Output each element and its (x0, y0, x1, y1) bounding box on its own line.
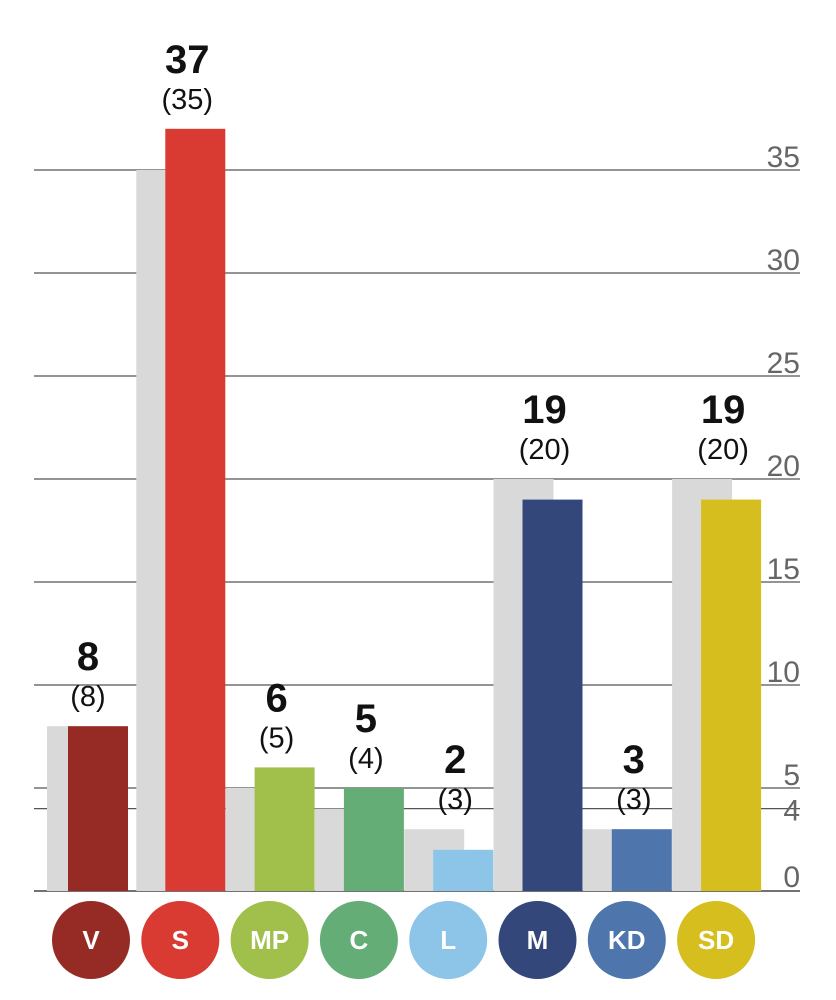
party-badge-v (52, 901, 130, 979)
party-badge-mp (230, 901, 309, 979)
y-tick-label: 15 (767, 553, 800, 586)
category-label: L (440, 925, 456, 955)
bar-sd (701, 499, 762, 891)
bar-c (343, 788, 404, 891)
previous-value-label: (8) (70, 681, 105, 713)
party-badge-kd (587, 901, 666, 979)
bar-m (522, 499, 583, 891)
previous-value-label: (3) (616, 784, 651, 816)
previous-value-label: (20) (519, 434, 571, 466)
value-label: 37 (165, 38, 210, 82)
previous-value-label: (20) (697, 434, 749, 466)
previous-value-label: (3) (437, 784, 472, 816)
y-tick-label: 20 (767, 450, 800, 483)
category-label: M (527, 925, 549, 955)
y-tick-label: 10 (767, 656, 800, 689)
value-label: 5 (355, 697, 377, 741)
value-label: 8 (77, 635, 99, 679)
value-label: 3 (623, 738, 645, 782)
value-label: 6 (265, 676, 287, 720)
previous-value-label: (4) (348, 743, 383, 775)
category-label: C (350, 925, 369, 955)
y-tick-label: 5 (783, 759, 800, 792)
party-badge-sd (677, 901, 756, 979)
party-badge-l (409, 901, 488, 979)
party-badge-s (141, 901, 220, 979)
y-tick-label: 0 (783, 861, 800, 894)
y-tick-label: 30 (767, 244, 800, 277)
category-label: KD (608, 925, 646, 955)
bar-kd (611, 829, 672, 891)
bar-s (165, 128, 226, 892)
category-label: S (172, 925, 189, 955)
y-tick-label: 4 (783, 795, 800, 828)
y-tick-label: 35 (767, 141, 800, 174)
party-badge-c (319, 901, 398, 979)
previous-value-label: (35) (162, 84, 214, 116)
category-label: MP (250, 925, 289, 955)
previous-value-label: (5) (259, 722, 294, 754)
value-label: 2 (444, 738, 466, 782)
value-label: 19 (701, 388, 746, 432)
bar-l (433, 849, 494, 891)
bar-v (68, 726, 128, 891)
value-label: 19 (522, 388, 567, 432)
party-badge-m (498, 901, 577, 979)
category-label: SD (698, 925, 734, 955)
bar-mp (254, 767, 315, 891)
y-tick-label: 25 (767, 347, 800, 380)
category-label: V (82, 925, 100, 955)
